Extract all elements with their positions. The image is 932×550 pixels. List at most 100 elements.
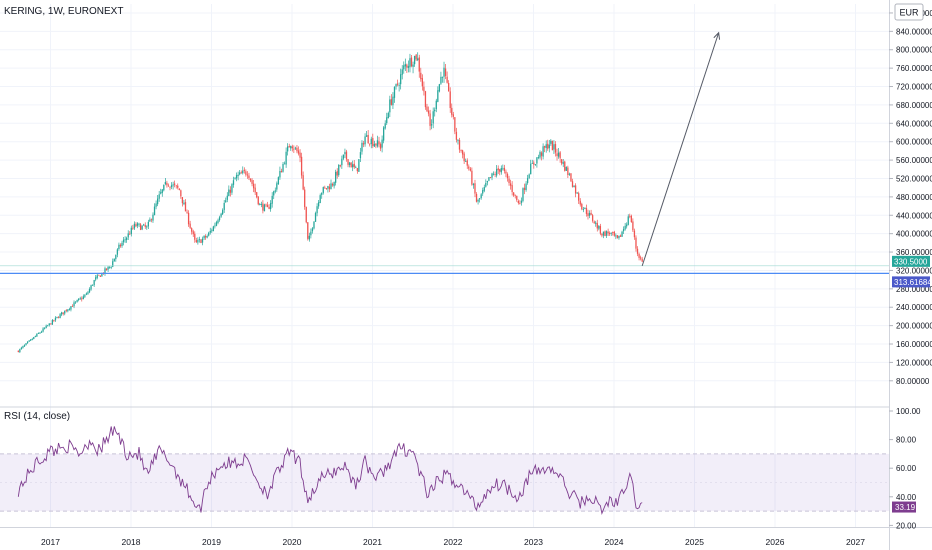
candle-up[interactable] bbox=[398, 85, 400, 86]
candle-down[interactable] bbox=[240, 172, 242, 174]
candle-up[interactable] bbox=[477, 200, 479, 202]
candle-up[interactable] bbox=[20, 347, 23, 350]
candle-down[interactable] bbox=[581, 203, 583, 210]
candle-down[interactable] bbox=[62, 312, 64, 314]
candle-down[interactable] bbox=[448, 83, 450, 92]
candle-up[interactable] bbox=[395, 84, 397, 87]
candle-down[interactable] bbox=[421, 78, 423, 87]
candle-up[interactable] bbox=[40, 331, 43, 333]
candle-down[interactable] bbox=[65, 310, 67, 312]
candle-down[interactable] bbox=[246, 174, 249, 176]
candle-down[interactable] bbox=[554, 143, 557, 153]
candle-up[interactable] bbox=[112, 261, 114, 267]
candle-down[interactable] bbox=[633, 230, 636, 238]
candle-up[interactable] bbox=[582, 209, 584, 210]
candle-down[interactable] bbox=[353, 163, 355, 168]
candle-up[interactable] bbox=[528, 174, 530, 178]
candle-down[interactable] bbox=[551, 140, 554, 151]
candle-down[interactable] bbox=[50, 323, 52, 325]
candle-down[interactable] bbox=[139, 224, 142, 230]
candle-down[interactable] bbox=[291, 146, 293, 149]
candle-down[interactable] bbox=[616, 235, 619, 238]
candle-down[interactable] bbox=[474, 183, 476, 194]
projection-arrow-line[interactable] bbox=[641, 32, 720, 267]
candle-down[interactable] bbox=[463, 153, 465, 162]
candle-up[interactable] bbox=[113, 258, 115, 262]
candle-up[interactable] bbox=[235, 175, 238, 179]
candle-up[interactable] bbox=[348, 162, 351, 166]
candle-up[interactable] bbox=[573, 185, 575, 188]
candle-up[interactable] bbox=[393, 86, 396, 98]
candle-up[interactable] bbox=[73, 302, 75, 307]
candle-down[interactable] bbox=[494, 174, 496, 175]
candle-up[interactable] bbox=[438, 84, 441, 92]
candle-down[interactable] bbox=[98, 274, 100, 276]
candle-up[interactable] bbox=[618, 235, 620, 239]
candle-down[interactable] bbox=[427, 110, 430, 114]
candle-up[interactable] bbox=[242, 170, 244, 174]
candle-down[interactable] bbox=[451, 107, 453, 115]
candle-up[interactable] bbox=[565, 167, 567, 171]
candle-down[interactable] bbox=[638, 254, 640, 258]
candle-up[interactable] bbox=[39, 332, 41, 334]
candle-up[interactable] bbox=[76, 300, 78, 302]
candle-up[interactable] bbox=[317, 202, 320, 207]
candle-down[interactable] bbox=[356, 168, 358, 172]
candle-up[interactable] bbox=[520, 200, 523, 203]
candle-down[interactable] bbox=[556, 153, 558, 156]
candle-down[interactable] bbox=[324, 187, 326, 189]
candle-up[interactable] bbox=[341, 158, 343, 166]
candle-up[interactable] bbox=[96, 275, 98, 278]
candle-up[interactable] bbox=[47, 325, 49, 327]
candle-up[interactable] bbox=[156, 198, 159, 205]
candle-up[interactable] bbox=[143, 224, 145, 226]
candle-down[interactable] bbox=[629, 215, 631, 217]
candle-up[interactable] bbox=[133, 223, 136, 229]
candle-down[interactable] bbox=[601, 233, 603, 236]
candle-up[interactable] bbox=[492, 173, 495, 175]
candle-down[interactable] bbox=[350, 162, 352, 168]
candle-down[interactable] bbox=[378, 141, 380, 145]
candle-up[interactable] bbox=[482, 190, 484, 194]
candle-up[interactable] bbox=[220, 213, 222, 217]
candle-down[interactable] bbox=[578, 193, 580, 201]
candle-up[interactable] bbox=[146, 226, 148, 228]
candle-down[interactable] bbox=[424, 91, 427, 108]
candle-up[interactable] bbox=[78, 298, 80, 300]
candle-down[interactable] bbox=[194, 233, 196, 240]
candle-down[interactable] bbox=[508, 178, 510, 184]
candle-up[interactable] bbox=[59, 314, 61, 318]
candle-down[interactable] bbox=[514, 194, 516, 196]
candle-up[interactable] bbox=[68, 309, 71, 310]
candle-down[interactable] bbox=[178, 188, 180, 191]
candle-up[interactable] bbox=[107, 266, 109, 270]
candle-up[interactable] bbox=[201, 238, 204, 243]
candle-up[interactable] bbox=[87, 292, 89, 294]
candle-up[interactable] bbox=[627, 216, 629, 225]
candle-up[interactable] bbox=[626, 224, 628, 227]
candle-up[interactable] bbox=[104, 268, 106, 274]
candle-down[interactable] bbox=[180, 190, 182, 197]
candle-up[interactable] bbox=[67, 309, 69, 312]
candle-down[interactable] bbox=[300, 156, 303, 176]
candle-up[interactable] bbox=[386, 117, 388, 124]
candle-up[interactable] bbox=[550, 140, 552, 144]
candle-up[interactable] bbox=[283, 163, 286, 165]
candle-up[interactable] bbox=[127, 233, 129, 238]
candle-down[interactable] bbox=[519, 203, 521, 204]
candle-up[interactable] bbox=[110, 266, 112, 268]
candle-down[interactable] bbox=[599, 226, 602, 234]
candle-down[interactable] bbox=[167, 185, 170, 187]
candle-down[interactable] bbox=[632, 221, 634, 231]
candle-up[interactable] bbox=[25, 343, 27, 345]
candle-up[interactable] bbox=[108, 266, 111, 268]
candle-up[interactable] bbox=[163, 184, 165, 191]
candle-up[interactable] bbox=[239, 172, 241, 175]
candle-down[interactable] bbox=[174, 183, 176, 185]
candle-down[interactable] bbox=[302, 175, 304, 190]
candle-up[interactable] bbox=[321, 192, 323, 195]
candle-down[interactable] bbox=[406, 64, 408, 68]
candle-down[interactable] bbox=[192, 231, 194, 235]
candle-down[interactable] bbox=[132, 227, 134, 229]
candle-up[interactable] bbox=[42, 328, 44, 332]
